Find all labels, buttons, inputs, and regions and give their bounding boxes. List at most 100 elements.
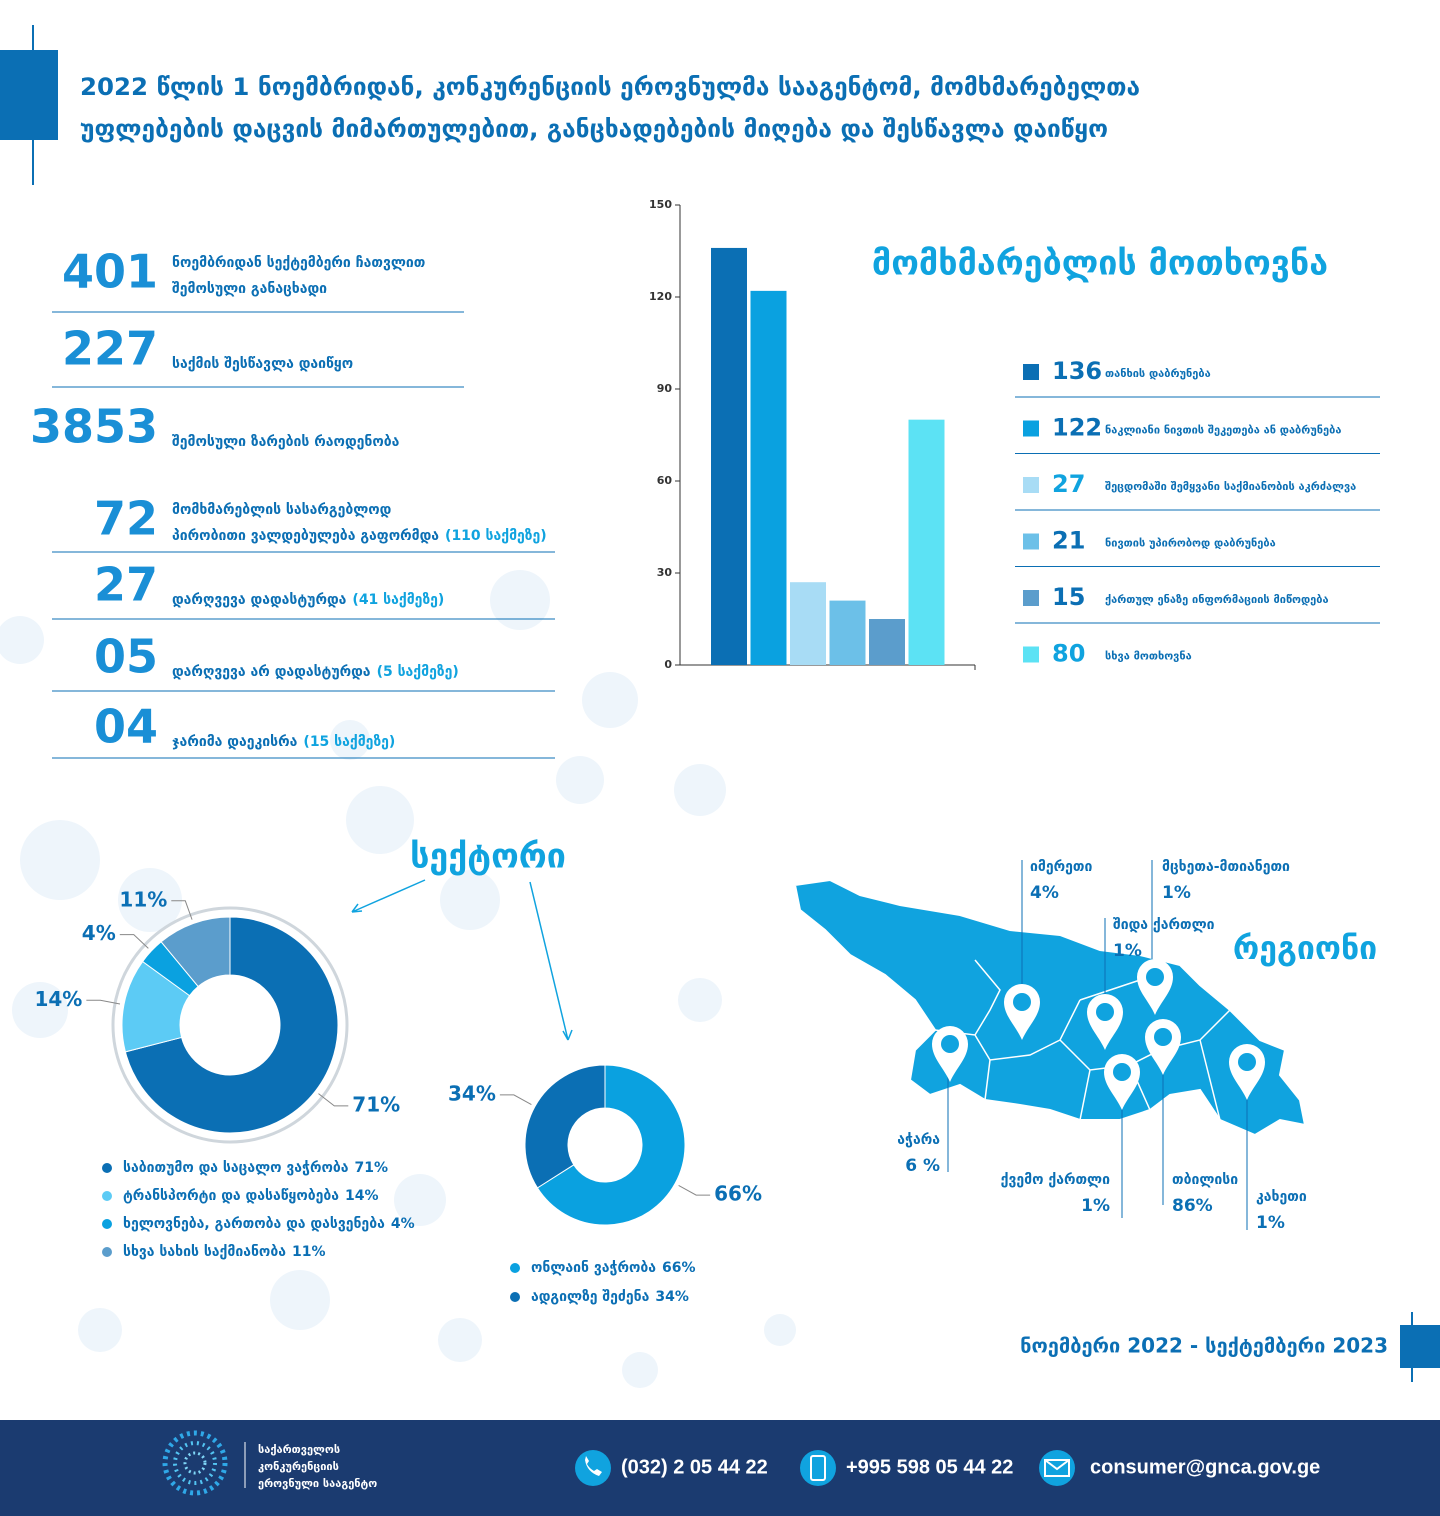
- footer: [0, 1420, 1440, 1516]
- legend-value: 4%: [391, 1216, 415, 1232]
- region-share: 86%: [1172, 1196, 1213, 1216]
- map-title: რეგიონი: [1233, 929, 1377, 967]
- pie-label: 11%: [119, 887, 167, 911]
- map-pin: [1104, 1054, 1140, 1110]
- legend-value: 27: [1052, 470, 1085, 498]
- legend-swatch: [1023, 533, 1039, 550]
- bar: [711, 247, 747, 665]
- pie-ring: [111, 906, 349, 1144]
- legend-label: ნაკლიანი ნივთის შეკეთება ან დაბრუნება: [1105, 424, 1341, 437]
- background-dots: [0, 570, 796, 1388]
- email[interactable]: consumer@gnca.gov.ge: [1090, 1456, 1320, 1478]
- period-block: [1400, 1325, 1440, 1368]
- legend-value: 136: [1052, 357, 1102, 385]
- stat-label: პირობითი ვალდებულება გაფორმდა (110 საქმეზ…: [172, 528, 547, 544]
- legend-label: სხვა სახის საქმიანობა 11%: [123, 1244, 325, 1260]
- pie-label: 4%: [82, 921, 116, 945]
- pie-slice: [524, 1064, 606, 1189]
- region-share: 1%: [1081, 1196, 1110, 1216]
- y-tick-label: 30: [657, 566, 673, 579]
- stat-label: მომხმარებლის სასარგებლოდ: [172, 502, 391, 518]
- stat-label: ნოემბრიდან სექტემბერი ჩათვლით: [172, 255, 425, 271]
- legend-swatch: [1023, 364, 1039, 380]
- stat-number: 227: [62, 322, 158, 376]
- mobile[interactable]: +995 598 05 44 22: [846, 1456, 1013, 1478]
- pie-label: 14%: [34, 987, 82, 1011]
- leader-line: [86, 999, 121, 1005]
- legend-label: საბითუმო და საცალო ვაჭრობა 71%: [123, 1160, 388, 1176]
- title-arrow: [351, 879, 426, 913]
- region-share: 1%: [1113, 941, 1142, 961]
- org-name: ეროვნული სააგენტო: [258, 1477, 377, 1490]
- region-name: შიდა ქართლი: [1113, 917, 1215, 933]
- legend-value: 71%: [355, 1160, 389, 1176]
- legend-value: 21: [1052, 527, 1085, 555]
- region-name: იმერეთი: [1030, 859, 1092, 875]
- pie-slice: [536, 1064, 686, 1226]
- region-name: თბილისი: [1172, 1172, 1238, 1188]
- legend-value: 15: [1052, 583, 1085, 611]
- title-line: უფლებების დაცვის მიმართულებით, განცხადებ…: [80, 115, 1108, 143]
- stat-label: ჯარიმა დაეკისრა (15 საქმეზე): [172, 734, 395, 750]
- map-pin: [1145, 1019, 1181, 1075]
- stat-number: 04: [94, 700, 158, 754]
- legend-label: სხვა მოთხოვნა: [1105, 650, 1192, 663]
- pie-label: 34%: [448, 1081, 496, 1105]
- stat-label: შემოსული განაცხადი: [172, 281, 327, 297]
- legend-value: 11%: [292, 1244, 326, 1260]
- stat-number: 27: [94, 558, 158, 612]
- stat-label: საქმის შესწავლა დაიწყო: [172, 356, 353, 372]
- legend-label: ქართულ ენაზე ინფორმაციის მიწოდება: [1105, 593, 1329, 606]
- leader-line: [119, 934, 149, 949]
- legend-dot: [510, 1292, 520, 1302]
- region-share: 6 %: [905, 1156, 940, 1176]
- map-pin: [1137, 958, 1173, 1015]
- title-line: 2022 წლის 1 ნოემბრიდან, კონკურენციის ერო…: [80, 73, 1140, 101]
- map-pin-hole: [941, 1035, 959, 1053]
- period: ნოემბერი 2022 - სექტემბერი 2023: [1020, 1334, 1388, 1358]
- y-tick-label: 60: [657, 474, 673, 487]
- legend-swatch: [1023, 590, 1039, 606]
- legend-label: შეცდომაში შემყვანი საქმიანობის აკრძალვა: [1105, 480, 1356, 493]
- map-pin: [932, 1026, 968, 1082]
- bar: [829, 600, 866, 665]
- leader-line: [678, 1185, 711, 1196]
- leader-line: [318, 1093, 349, 1107]
- legend-label: ტრანსპორტი და დასაწყობება 14%: [123, 1188, 379, 1204]
- stat-label: დარღვევა დადასტურდა (41 საქმეზე): [172, 592, 444, 608]
- pie-label: 66%: [714, 1182, 762, 1206]
- phone[interactable]: (032) 2 05 44 22: [621, 1456, 768, 1478]
- region-share: 1%: [1256, 1213, 1285, 1233]
- pie-slice: [160, 916, 231, 988]
- logo: [162, 1430, 228, 1496]
- pie-label: 71%: [352, 1092, 400, 1116]
- region-name: მცხეთა-მთიანეთი: [1162, 859, 1290, 875]
- legend-label: ნივთის უპირობოდ დაბრუნება: [1105, 537, 1276, 550]
- org-name: კონკურენციის: [258, 1460, 339, 1473]
- legend-label: თანხის დაბრუნება: [1105, 367, 1211, 380]
- region-name: კახეთი: [1256, 1189, 1307, 1205]
- stat-note: (15 საქმეზე): [303, 734, 395, 750]
- y-tick-label: 120: [649, 290, 672, 303]
- map-pin-hole: [1113, 1063, 1131, 1081]
- stat-number: 3853: [30, 400, 158, 454]
- chart-title: მომხმარებლის მოთხოვნა: [872, 244, 1328, 284]
- title-arrow: [529, 881, 573, 1041]
- y-tick-label: 0: [664, 658, 672, 671]
- chart-title: სექტორი: [410, 837, 566, 877]
- stat-label: დარღვევა არ დადასტურდა (5 საქმეზე): [172, 664, 459, 680]
- legend-swatch: [1023, 646, 1039, 663]
- legend-value: 14%: [345, 1188, 379, 1204]
- legend-label: ხელოვნება, გართობა და დასვენება 4%: [123, 1216, 415, 1232]
- stat-note: (110 საქმეზე): [445, 528, 547, 544]
- map-pin: [1087, 994, 1123, 1050]
- map-pin-hole: [1154, 1028, 1172, 1046]
- legend-label: ადგილზე შეძენა 34%: [531, 1289, 689, 1305]
- region-share: 1%: [1162, 883, 1191, 903]
- legend-dot: [102, 1247, 112, 1257]
- bar: [790, 582, 826, 665]
- bar: [908, 419, 945, 665]
- org-name: საქართველოს: [258, 1443, 340, 1456]
